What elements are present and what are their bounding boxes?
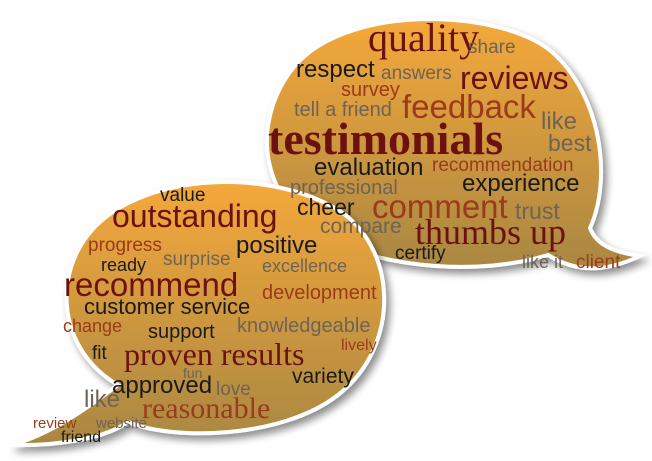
word-certify: certify xyxy=(395,243,446,264)
word-compare: compare xyxy=(320,215,402,238)
word-feedback: feedback xyxy=(402,88,536,125)
word-support: support xyxy=(148,321,215,343)
word-progress: progress xyxy=(88,235,162,256)
right-speech-bubble xyxy=(264,17,647,271)
word-professional: professional xyxy=(290,177,398,199)
word-thumbs-up: thumbs up xyxy=(415,212,567,252)
word-evaluation: evaluation xyxy=(314,154,424,181)
word-outstanding: outstanding xyxy=(112,198,278,234)
word-trust: trust xyxy=(515,198,560,224)
word-review: review xyxy=(33,415,77,432)
word-lively: lively xyxy=(341,337,377,354)
word-like: like xyxy=(541,108,578,135)
word-best: best xyxy=(548,130,592,156)
word-tell-a-friend: tell a friend xyxy=(294,99,392,121)
word-like-it: like it xyxy=(522,252,564,272)
word-ready: ready xyxy=(101,255,147,275)
word-positive: positive xyxy=(236,232,318,259)
word-fun: fun xyxy=(183,365,203,381)
word-love: love xyxy=(216,379,251,400)
word-share: share xyxy=(468,37,516,58)
word-variety: variety xyxy=(292,365,354,388)
word-change: change xyxy=(63,316,123,336)
word-experience: experience xyxy=(462,170,580,197)
word-website: website xyxy=(96,415,147,432)
word-comment: comment xyxy=(372,188,508,225)
word-proven-results: proven results xyxy=(124,336,305,372)
word-client: client xyxy=(576,252,621,273)
word-testimonials: testimonials xyxy=(268,113,504,164)
word-customer-service: customer service xyxy=(84,294,251,319)
word-development: development xyxy=(262,282,377,304)
word-fit: fit xyxy=(92,343,107,364)
word-friend: friend xyxy=(61,429,102,446)
word-excellence: excellence xyxy=(262,256,348,276)
word-recommend: recommend xyxy=(64,266,239,303)
word-answers: answers xyxy=(381,63,452,84)
left-speech-bubble xyxy=(11,180,387,448)
word-respect: respect xyxy=(296,56,375,83)
word-like-left: like xyxy=(84,386,121,413)
word-cheer: cheer xyxy=(297,194,355,220)
word-surprise: surprise xyxy=(163,249,231,270)
word-reviews: reviews xyxy=(460,60,569,96)
word-reasonable: reasonable xyxy=(142,392,271,425)
word-knowledgeable: knowledgeable xyxy=(237,315,371,337)
word-quality: quality xyxy=(368,15,480,60)
word-survey: survey xyxy=(341,79,400,101)
word-value: value xyxy=(160,185,206,206)
word-recommendation: recommendation xyxy=(432,155,574,176)
word-approved: approved xyxy=(112,372,213,399)
